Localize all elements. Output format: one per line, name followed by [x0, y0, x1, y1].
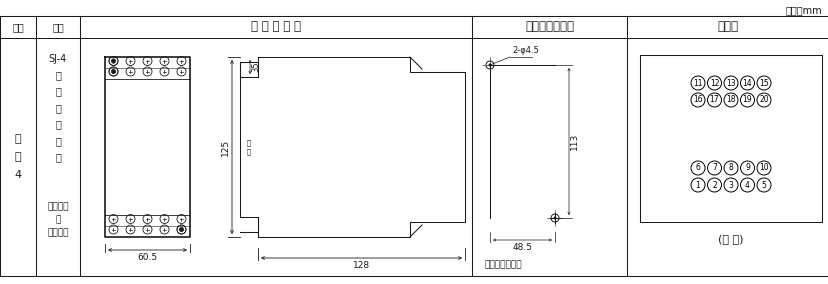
- Text: 8: 8: [728, 164, 733, 172]
- Text: 128: 128: [353, 261, 369, 270]
- Text: 卡
单: 卡 单: [247, 139, 251, 155]
- Text: 2-φ4.5: 2-φ4.5: [512, 46, 538, 55]
- Circle shape: [179, 227, 184, 232]
- Text: 19: 19: [742, 95, 751, 105]
- Text: 1: 1: [695, 181, 700, 189]
- Text: 4: 4: [744, 181, 749, 189]
- Text: 卡轨安装
或
螺钉安装: 卡轨安装 或 螺钉安装: [47, 202, 69, 238]
- Text: (正 视): (正 视): [717, 234, 743, 244]
- Text: 18: 18: [725, 95, 735, 105]
- Text: 48.5: 48.5: [512, 243, 532, 252]
- Text: 16: 16: [692, 95, 702, 105]
- Text: 图号: 图号: [12, 22, 24, 32]
- Text: 外 形 尺 寸 图: 外 形 尺 寸 图: [251, 20, 301, 34]
- Text: 13: 13: [725, 78, 735, 87]
- Text: 125: 125: [221, 138, 229, 156]
- Text: 113: 113: [570, 133, 578, 150]
- Text: 11: 11: [692, 78, 702, 87]
- Text: 14: 14: [742, 78, 751, 87]
- Text: 3: 3: [728, 181, 733, 189]
- Text: 15: 15: [758, 78, 768, 87]
- Circle shape: [111, 59, 116, 63]
- Text: 12: 12: [709, 78, 719, 87]
- Text: 35: 35: [251, 62, 260, 72]
- Circle shape: [111, 69, 116, 74]
- Text: 9: 9: [744, 164, 749, 172]
- Text: 7: 7: [711, 164, 716, 172]
- Text: 5: 5: [761, 181, 766, 189]
- Text: SJ-4
凸
出
式
前
接
线: SJ-4 凸 出 式 前 接 线: [49, 54, 67, 162]
- Text: 20: 20: [758, 95, 768, 105]
- Text: 端子图: 端子图: [717, 20, 738, 34]
- Text: 附
图
4: 附 图 4: [14, 134, 22, 180]
- Text: 2: 2: [711, 181, 716, 189]
- Circle shape: [553, 216, 556, 220]
- Text: 螺钉安装开孔图: 螺钉安装开孔图: [484, 260, 522, 269]
- Text: 17: 17: [709, 95, 719, 105]
- Text: 6: 6: [695, 164, 700, 172]
- Text: 结构: 结构: [52, 22, 64, 32]
- Text: 安装开孔尺寸图: 安装开孔尺寸图: [524, 20, 573, 34]
- Text: 10: 10: [758, 164, 768, 172]
- Circle shape: [488, 64, 491, 66]
- Text: 60.5: 60.5: [137, 253, 157, 262]
- Text: 单位：mm: 单位：mm: [784, 5, 821, 15]
